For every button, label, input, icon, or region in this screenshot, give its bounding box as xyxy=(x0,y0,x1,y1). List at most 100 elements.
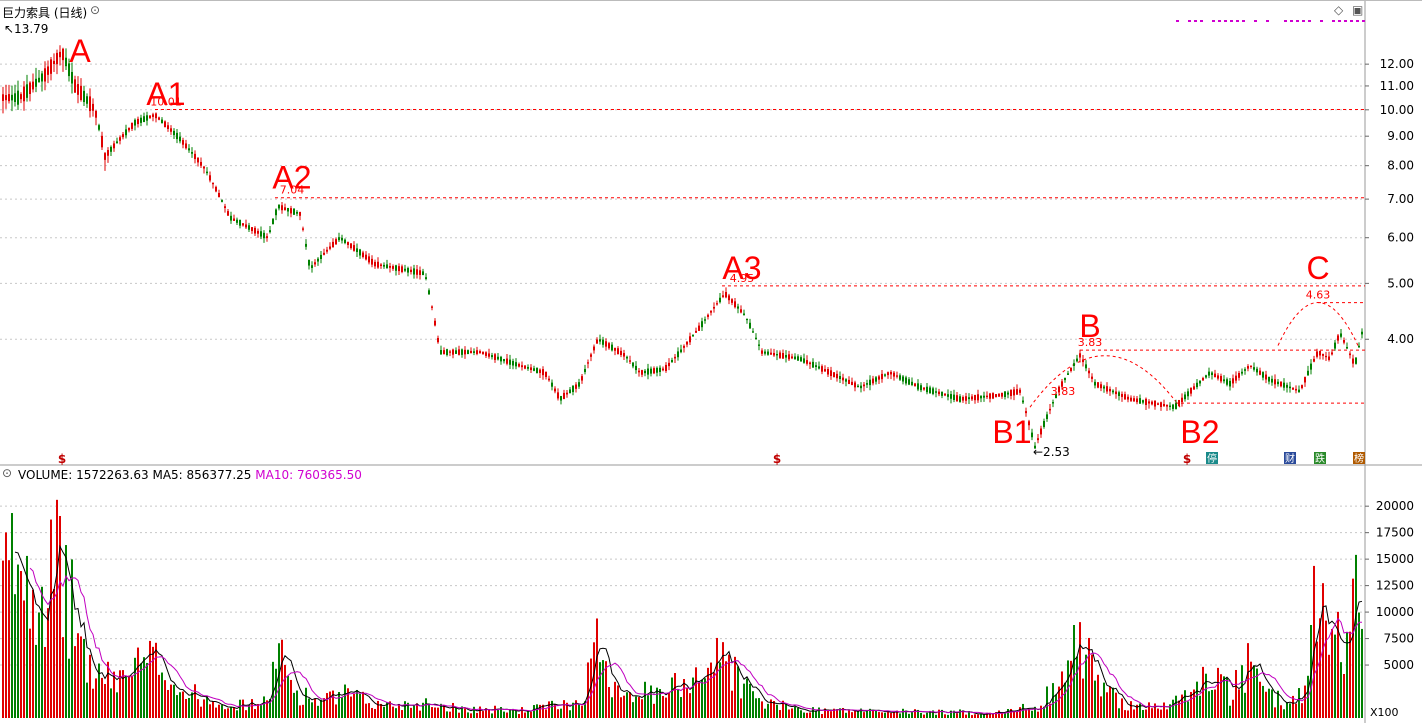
candle-down xyxy=(815,365,817,368)
candle-down xyxy=(260,231,262,237)
candle-down xyxy=(341,237,343,241)
volume-bar xyxy=(839,708,841,718)
candle-up xyxy=(1292,387,1294,390)
candle-up xyxy=(1325,355,1327,358)
candle-up xyxy=(302,228,304,230)
volume-bar xyxy=(119,670,121,718)
volume-bar xyxy=(158,674,160,718)
volume-bar xyxy=(626,692,628,718)
volume-bar xyxy=(404,701,406,718)
volume-bar xyxy=(317,705,319,718)
volume-bar xyxy=(92,688,94,718)
candle-up xyxy=(674,356,676,359)
volume-bar xyxy=(992,713,994,718)
title-collapse-icon[interactable]: ⊙ xyxy=(90,3,101,17)
volume-bar xyxy=(365,703,367,718)
candle-up xyxy=(716,303,718,305)
volume-bar xyxy=(1013,711,1015,718)
candle-up xyxy=(1148,401,1150,404)
candle-down xyxy=(386,264,388,269)
candle-up xyxy=(782,353,784,359)
candle-up xyxy=(998,393,1000,397)
event-marker-text: 榜 xyxy=(1354,452,1364,465)
candle-down xyxy=(632,362,634,367)
volume-bar xyxy=(605,661,607,718)
candle-down xyxy=(866,383,868,385)
volume-bar xyxy=(1070,660,1072,718)
candle-up xyxy=(104,153,106,160)
candle-down xyxy=(467,350,469,355)
candle-down xyxy=(500,356,502,362)
volume-bar xyxy=(359,693,361,718)
candle-up xyxy=(59,51,61,58)
candle-down xyxy=(1043,420,1045,427)
volume-collapse-icon[interactable]: ⊙ xyxy=(2,466,13,480)
candle-up xyxy=(791,356,793,359)
candle-up xyxy=(329,246,331,249)
volume-bar xyxy=(251,699,253,718)
candle-down xyxy=(680,349,682,353)
candle-up xyxy=(353,245,355,251)
annotation-value-label: 10.01 xyxy=(150,96,182,109)
candle-up xyxy=(809,362,811,365)
volume-bar xyxy=(335,704,337,718)
candle-down xyxy=(317,258,319,262)
candle-up xyxy=(1106,386,1108,392)
candle-up xyxy=(1217,375,1219,379)
volume-bar xyxy=(182,691,184,718)
arc-c xyxy=(1277,302,1359,346)
volume-bar xyxy=(611,697,613,718)
candle-up xyxy=(734,301,736,308)
volume-bar xyxy=(668,693,670,718)
volume-bar xyxy=(419,710,421,718)
candle-down xyxy=(461,349,463,355)
volume-bar xyxy=(845,712,847,718)
volume-bar xyxy=(1058,686,1060,718)
candle-up xyxy=(224,206,226,209)
ma5-label: MA5: 856377.25 xyxy=(152,468,252,482)
volume-bar xyxy=(491,713,493,718)
candle-up xyxy=(1352,358,1354,364)
volume-bar xyxy=(302,704,304,718)
volume-bar xyxy=(494,705,496,718)
volume-bar xyxy=(230,707,232,718)
volume-bar xyxy=(296,690,298,718)
volume-bar xyxy=(149,640,151,718)
volume-bar xyxy=(503,711,505,718)
ma10-line xyxy=(29,567,1362,715)
candle-up xyxy=(470,350,472,354)
volume-bar xyxy=(1031,710,1033,718)
annotation-value-label: 4.63 xyxy=(1306,289,1331,302)
volume-bar xyxy=(146,662,148,718)
volume-bar xyxy=(488,709,490,718)
volume-bar xyxy=(1178,700,1180,718)
volume-bar xyxy=(26,555,28,718)
candle-up xyxy=(458,349,460,355)
volume-bar xyxy=(1304,685,1306,718)
volume-bar xyxy=(593,642,595,718)
volume-bar xyxy=(695,667,697,718)
volume-bar xyxy=(950,710,952,718)
diamond-icon[interactable]: ◇ xyxy=(1334,3,1344,17)
volume-bar xyxy=(416,703,418,718)
candle-down xyxy=(839,376,841,379)
volume-bar xyxy=(1337,611,1339,718)
candle-up xyxy=(20,94,22,100)
volume-bar xyxy=(125,676,127,718)
candle-up xyxy=(350,243,352,249)
volume-bar xyxy=(197,699,199,718)
volume-bar xyxy=(173,684,175,718)
candle-down xyxy=(293,208,295,215)
indicator-dot xyxy=(1338,20,1341,22)
volume-bar xyxy=(1004,712,1006,718)
candle-up xyxy=(1166,404,1168,407)
volume-bar xyxy=(581,705,583,718)
volume-bar xyxy=(116,692,118,718)
candle-up xyxy=(890,371,892,375)
volume-bar xyxy=(1127,710,1129,718)
volume-bar xyxy=(797,707,799,718)
panel-toggle-icon[interactable]: ▣ xyxy=(1352,3,1364,17)
candle-up xyxy=(1100,384,1102,389)
candle-down xyxy=(1064,377,1066,381)
